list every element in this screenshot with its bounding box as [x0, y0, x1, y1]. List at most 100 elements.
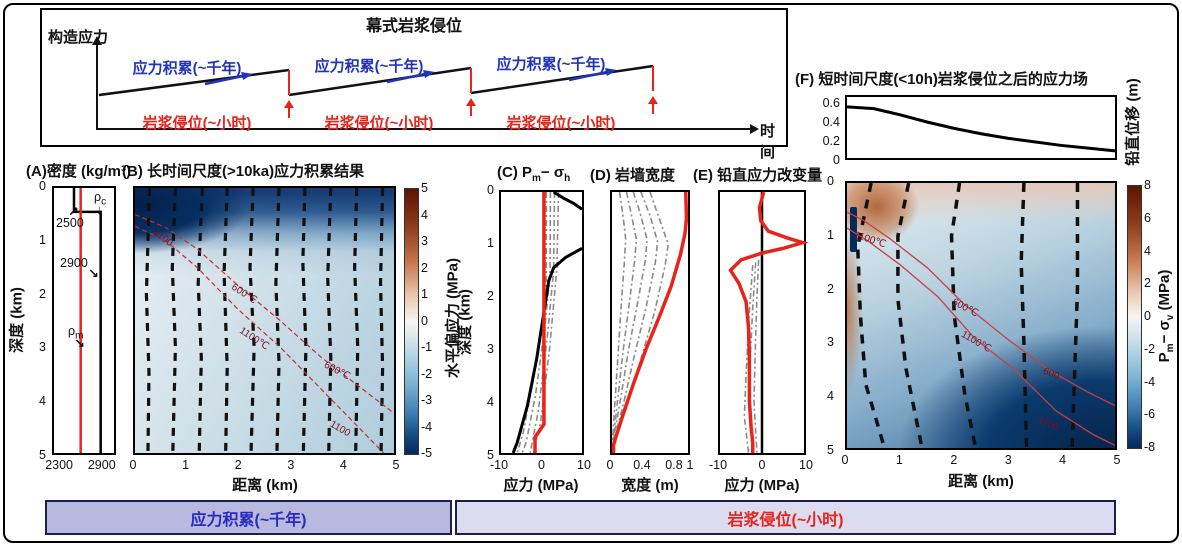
stress-trajectory: [898, 183, 922, 448]
tick-label: 2: [39, 286, 46, 301]
tick-label: 0.4: [822, 114, 840, 129]
tick-label: 10: [799, 458, 813, 472]
isotherm-1100: [847, 228, 1115, 445]
tick-label: 0: [538, 458, 545, 472]
stress-trajectory: [381, 188, 383, 453]
panel-f-title: (F) 短时间尺度(<10h)岩浆侵位之后的应力场: [795, 71, 1088, 88]
displacement-chart: [847, 97, 1115, 158]
tick-label: 0: [758, 458, 766, 472]
sketch-title: 幕式岩浆侵位: [365, 18, 463, 35]
tick-label: 3: [487, 342, 494, 356]
stress-trajectory: [952, 183, 976, 448]
stress-trajectory: [355, 188, 358, 453]
stress-rise-1: [99, 70, 289, 95]
crust-density-profile: [74, 188, 101, 453]
accumulation-label-1: 应力积累(~千年): [132, 60, 242, 77]
tick-label: 2900: [87, 458, 116, 472]
contour-label: 600℃: [949, 296, 980, 319]
panel-f-colorbar-label: Pm− σv (MPa): [1156, 269, 1176, 363]
tick-label: 4: [421, 207, 428, 222]
tick-label: 0: [833, 153, 840, 167]
panel-b-colorbar-ticks: 5 4 3 2 1 0 -1 -2 -3 -4 -5: [421, 181, 445, 460]
intrusion-label-1: 岩浆侵位(~小时): [142, 115, 252, 132]
contour-label: 1100: [1035, 414, 1061, 434]
stress-trajectory: [250, 188, 254, 453]
stress-trajectory: [328, 188, 331, 453]
tick-label: 3: [39, 340, 46, 355]
final-profile: [535, 192, 544, 453]
sketch-panel: 幕式岩浆侵位 构造应力 时间 应力积累(~千年) 应力积累(~千年) 应力积累(…: [40, 8, 788, 161]
tick-label: 4: [1144, 243, 1151, 258]
intrusion-arrow-head-1: [284, 99, 294, 108]
tick-label: 0: [421, 313, 428, 328]
stress-trajectory: [1072, 183, 1077, 448]
tick-label: 4: [339, 458, 347, 472]
overpressure-chart: [501, 192, 582, 453]
dike-intrusion-marker: [850, 206, 858, 252]
tick-label: -4: [421, 419, 433, 434]
intrusion-banner-label: 岩浆侵位(~小时): [727, 511, 844, 529]
displacement-axis-label: 铅直位移 (m): [1124, 78, 1142, 166]
stress-trajectory: [276, 188, 279, 453]
arrow-ne-icon: ↗: [68, 204, 79, 219]
tick-label: 0.2: [822, 133, 840, 148]
stress-trajectory: [146, 188, 149, 453]
rho-c-label: ρc: [94, 190, 107, 208]
tick-label: 5: [421, 181, 428, 195]
stress-trajectory: [172, 188, 175, 453]
density-2900-label: 2900: [60, 256, 88, 270]
accum-arrow-3: [569, 72, 607, 80]
contour-label: 1100℃: [852, 229, 887, 251]
intrusion-label-3: 岩浆侵位(~小时): [506, 115, 616, 132]
tick-label: 0: [606, 458, 614, 472]
intrusion-banner: 岩浆侵位(~小时): [455, 500, 1116, 535]
panel-a-xticks: 2300 2900: [45, 458, 116, 474]
panel-f-xlabel: 距离 (km): [948, 473, 1014, 490]
panel-f-top-plot: [845, 95, 1117, 160]
panel-b-overlay-chart: [135, 188, 394, 453]
tick-label: 5: [1113, 453, 1121, 467]
panel-e-xticks: -10 0 10: [709, 458, 813, 474]
rho-m-label: ρm: [68, 324, 84, 342]
tick-label: 1: [686, 458, 694, 472]
overpressure-lower: [513, 248, 582, 453]
tick-label: 5: [827, 443, 834, 457]
tick-label: 4: [39, 394, 46, 409]
panel-e-title: (E) 铅直应力改变量: [693, 167, 823, 184]
panel-a-plot: 2500 ↗ ρc ↓ 2900 ↘ ρm ↘: [52, 186, 116, 455]
sketch-x-axis-arrow-icon: [750, 124, 759, 134]
panel-f-colorbar-ticks: 8 6 4 2 0 -2 -4 -6 -8: [1144, 178, 1168, 454]
tick-label: -5: [421, 446, 433, 460]
tick-label: 5: [487, 448, 494, 462]
tick-label: 2: [487, 289, 494, 303]
sketch-x-axis-label: 时间: [760, 123, 776, 161]
intrusion-arrow-head-2: [466, 97, 477, 106]
intrusion-label-2: 岩浆侵位(~小时): [324, 115, 434, 132]
panel-c-title: (C) Pm− σh: [497, 164, 571, 184]
panel-c-yticks: 0 1 2 3 4 5: [468, 183, 494, 462]
tick-label: 2300: [45, 458, 74, 472]
tick-label: 0.6: [822, 95, 840, 110]
tick-label: -2: [1144, 341, 1156, 356]
intermediate-profile: [754, 260, 759, 453]
stress-trajectory: [303, 188, 306, 453]
tick-label: -6: [1144, 407, 1156, 422]
tick-label: 10: [577, 458, 591, 472]
panel-f-xticks: 0 1 2 3 4 5: [842, 453, 1121, 469]
tick-label: 1: [895, 453, 903, 467]
accum-arrow-head-2: [422, 69, 435, 78]
dike-width-step: [614, 192, 637, 453]
dike-width-final: [614, 192, 687, 453]
panel-a-title: (A)密度 (kg/m³): [26, 163, 131, 180]
overpressure-upper: [554, 192, 582, 209]
accum-arrow-head-3: [605, 68, 618, 77]
intermediate-profile: [744, 265, 752, 453]
sketch-y-axis: [96, 44, 98, 130]
stress-trajectory: [858, 183, 885, 448]
panel-c-xticks: -10 0 10: [490, 458, 591, 474]
tick-label: 5: [39, 448, 46, 462]
tick-label: 0: [487, 183, 494, 197]
panel-f-top-yticks: 0.6 0.4 0.2 0: [814, 95, 840, 167]
panel-d-title: (D) 岩墙宽度: [590, 167, 675, 184]
tick-label: 2: [234, 458, 242, 472]
